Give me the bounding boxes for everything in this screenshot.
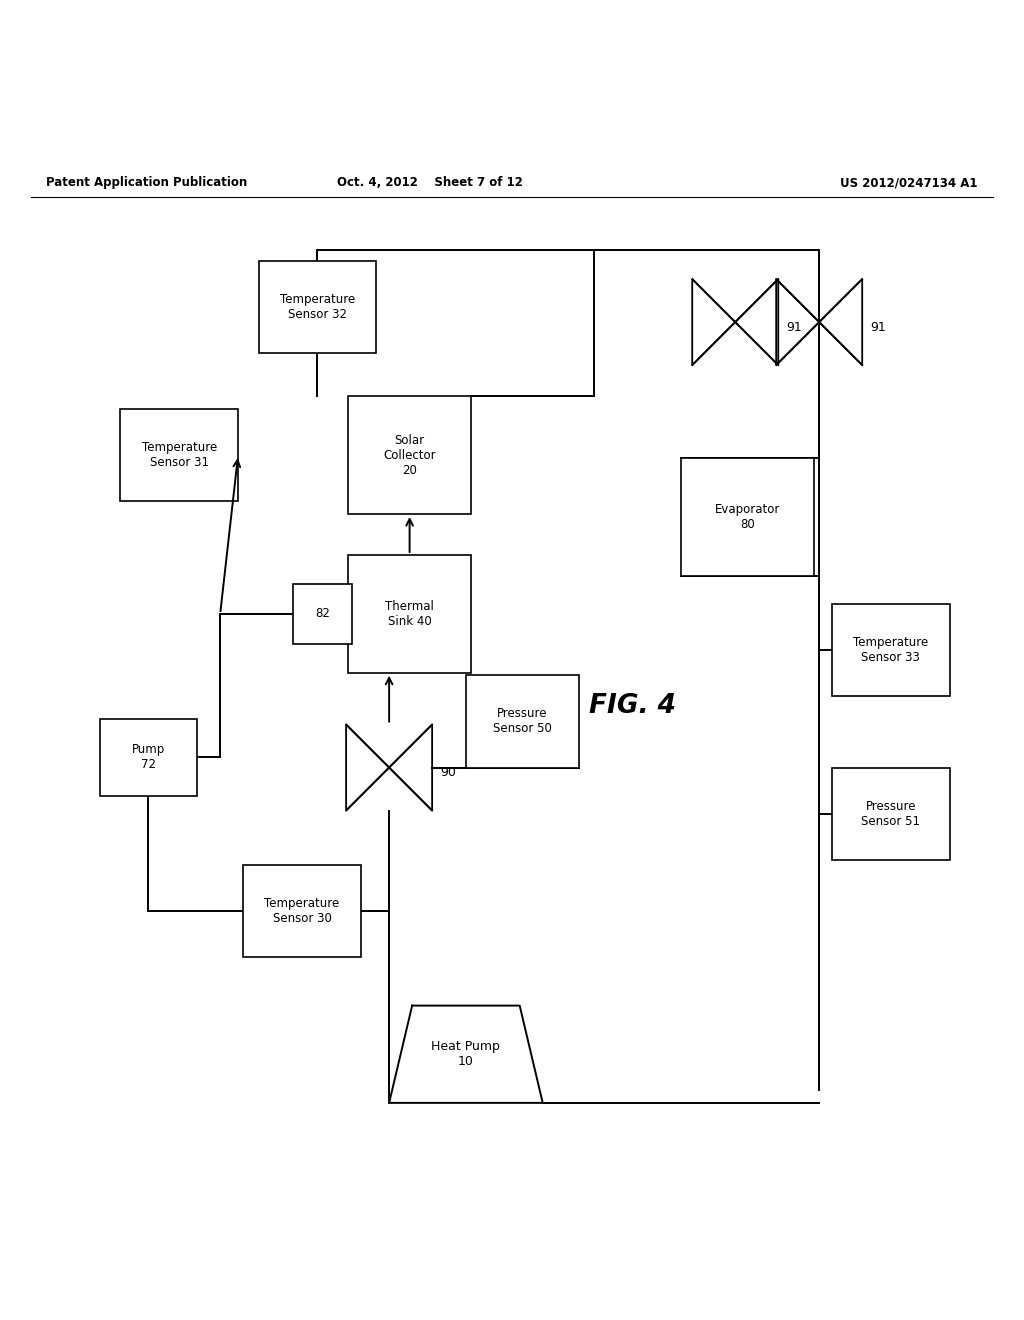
Text: Pressure
Sensor 50: Pressure Sensor 50 xyxy=(493,708,552,735)
Text: Heat Pump
10: Heat Pump 10 xyxy=(431,1040,501,1068)
Text: US 2012/0247134 A1: US 2012/0247134 A1 xyxy=(841,177,978,189)
FancyBboxPatch shape xyxy=(99,719,197,796)
FancyBboxPatch shape xyxy=(466,676,579,767)
Text: Temperature
Sensor 32: Temperature Sensor 32 xyxy=(280,293,355,321)
Text: Temperature
Sensor 30: Temperature Sensor 30 xyxy=(264,896,340,925)
Text: Evaporator
80: Evaporator 80 xyxy=(715,503,780,531)
Text: Thermal
Sink 40: Thermal Sink 40 xyxy=(385,599,434,628)
Text: Pressure
Sensor 51: Pressure Sensor 51 xyxy=(861,800,921,828)
Text: 82: 82 xyxy=(315,607,330,620)
Text: FIG. 4: FIG. 4 xyxy=(589,693,676,719)
Text: Temperature
Sensor 31: Temperature Sensor 31 xyxy=(141,441,217,469)
FancyBboxPatch shape xyxy=(348,554,471,673)
Text: Patent Application Publication: Patent Application Publication xyxy=(46,177,248,189)
FancyBboxPatch shape xyxy=(831,603,950,696)
FancyBboxPatch shape xyxy=(348,396,471,513)
Text: Solar
Collector
20: Solar Collector 20 xyxy=(383,434,436,477)
FancyBboxPatch shape xyxy=(831,767,950,859)
FancyBboxPatch shape xyxy=(293,585,352,644)
Text: Temperature
Sensor 33: Temperature Sensor 33 xyxy=(853,636,929,664)
FancyBboxPatch shape xyxy=(681,458,814,576)
FancyBboxPatch shape xyxy=(258,260,377,352)
Text: 91: 91 xyxy=(870,321,886,334)
FancyBboxPatch shape xyxy=(244,865,360,957)
Polygon shape xyxy=(389,1006,543,1104)
Text: Pump
72: Pump 72 xyxy=(132,743,165,771)
Text: 91: 91 xyxy=(786,321,802,334)
Text: Oct. 4, 2012    Sheet 7 of 12: Oct. 4, 2012 Sheet 7 of 12 xyxy=(337,177,523,189)
FancyBboxPatch shape xyxy=(121,409,238,502)
Text: 90: 90 xyxy=(440,766,457,779)
